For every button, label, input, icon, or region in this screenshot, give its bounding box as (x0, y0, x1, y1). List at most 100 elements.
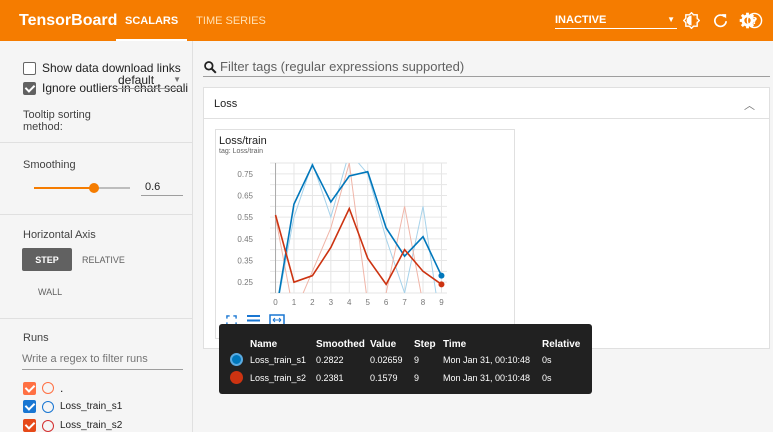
series-raw-line (279, 163, 437, 293)
x-tick-label: 4 (347, 298, 352, 307)
x-tick-label: 9 (439, 298, 444, 307)
tooltip-cell: Loss_train_s1 (250, 355, 307, 365)
chart-tag: tag: Loss/train (219, 148, 263, 155)
tag-filter-input[interactable]: Filter tags (regular expressions support… (203, 57, 770, 77)
y-tick-label: 0.25 (237, 278, 253, 287)
x-tick-label: 8 (421, 298, 426, 307)
y-tick-label: 0.55 (237, 213, 253, 222)
svg-text:?: ? (752, 16, 758, 27)
axis-relative-button[interactable]: RELATIVE (82, 255, 125, 265)
x-tick-label: 7 (402, 298, 407, 307)
chart-tooltip: Name Smoothed Value Step Time Relative L… (219, 324, 592, 394)
tooltip-cell: Mon Jan 31, 00:10:48 (443, 373, 531, 383)
brightness-icon[interactable] (683, 12, 700, 29)
tooltip-cell: 0s (542, 373, 552, 383)
tooltip-header-value: Value (370, 339, 397, 350)
y-tick-label: 0.65 (237, 192, 253, 201)
run-item[interactable]: Loss_train_s2 (23, 419, 188, 432)
ignore-outliers-checkbox[interactable]: Ignore outliers in chart scaling (23, 81, 188, 95)
tab-scalars[interactable]: SCALARS (116, 0, 188, 41)
horizontal-axis-label: Horizontal Axis (23, 229, 96, 241)
checkbox-checked-icon[interactable] (23, 81, 36, 95)
status-select-value: INACTIVE (555, 13, 607, 26)
tooltip-cell: 0.2822 (316, 355, 344, 365)
help-icon[interactable]: ? (746, 12, 763, 29)
x-tick-label: 6 (384, 298, 389, 307)
fullscreen-icon[interactable] (226, 315, 237, 326)
series-smoothed-line (278, 163, 443, 293)
smoothing-slider-handle[interactable] (89, 183, 99, 193)
x-tick-label: 2 (310, 298, 315, 307)
run-name: Loss_train_s1 (60, 401, 123, 412)
show-download-links-checkbox[interactable]: Show data download links (23, 61, 188, 75)
run-item[interactable]: Loss_train_s1 (23, 400, 188, 413)
run-checkbox-icon[interactable] (23, 400, 36, 413)
settings-icon[interactable] (739, 12, 756, 29)
tooltip-cell: 0.2381 (316, 373, 344, 383)
run-item[interactable]: . (23, 381, 188, 395)
series-hover-point (438, 272, 445, 279)
search-icon (204, 60, 217, 74)
run-color-icon[interactable] (42, 419, 54, 432)
group-title: Loss (214, 98, 238, 110)
sidebar: Show data download links Ignore outliers… (0, 41, 193, 432)
run-checkbox-icon[interactable] (23, 381, 36, 395)
tab-time-series[interactable]: TIME SERIES (196, 14, 266, 27)
x-tick-label: 3 (329, 298, 334, 307)
tooltip-cell: 0.1579 (370, 373, 398, 383)
y-tick-label: 0.45 (237, 235, 253, 244)
top-bar: TensorBoard SCALARS TIME SERIES INACTIVE… (0, 0, 773, 41)
tooltip-header-name: Name (250, 339, 278, 350)
tooltip-cell: 9 (414, 355, 420, 365)
run-color-icon[interactable] (42, 400, 54, 413)
smoothing-label: Smoothing (23, 159, 76, 171)
x-tick-label: 0 (273, 298, 278, 307)
axis-step-button[interactable]: STEP (22, 248, 72, 271)
smoothing-section: Smoothing 0.6 (0, 143, 193, 215)
x-tick-label: 5 (365, 298, 370, 307)
y-tick-label: 0.75 (237, 170, 253, 179)
run-name: . (60, 381, 64, 395)
loss-chart[interactable]: 0.25 0.35 0.45 0.55 0.65 0.75 0 1 2 3 4 5 6 7 8 9 (219, 160, 464, 310)
tooltip-header-smoothed: Smoothed (316, 339, 365, 350)
tooltip-header-time: Time (443, 339, 467, 350)
smoothing-slider-fill (34, 187, 94, 189)
series-smoothed-line (274, 206, 442, 286)
series-color-icon (230, 353, 243, 366)
run-name: Loss_train_s2 (60, 420, 123, 431)
series-hover-point (438, 281, 445, 288)
checkbox-unchecked-icon[interactable] (23, 61, 36, 75)
runs-filter-input[interactable]: Write a regex to filter runs (22, 353, 183, 370)
tooltip-sorting-select[interactable]: default ▼ (118, 71, 181, 89)
tooltip-cell: 0s (542, 355, 552, 365)
chart-title: Loss/train (219, 135, 267, 147)
tooltip-header-relative: Relative (542, 339, 581, 350)
horizontal-axis-section: Horizontal Axis STEP RELATIVE WALL (0, 215, 193, 319)
tooltip-cell: Mon Jan 31, 00:10:48 (443, 355, 531, 365)
run-checkbox-icon[interactable] (23, 419, 36, 432)
smoothing-input[interactable]: 0.6 (141, 181, 183, 196)
x-tick-label: 1 (292, 298, 297, 307)
axis-wall-button[interactable]: WALL (38, 287, 63, 297)
y-tick-label: 0.35 (237, 257, 253, 266)
tooltip-header-step: Step (414, 339, 436, 350)
series-color-icon (230, 371, 243, 384)
runs-section: Runs Write a regex to filter runs . Loss… (0, 319, 193, 432)
tooltip-cell: Loss_train_s2 (250, 373, 307, 383)
brand-title: TensorBoard (19, 11, 118, 29)
run-color-icon[interactable] (42, 382, 54, 394)
show-download-links-label: Show data download links (42, 61, 181, 75)
tooltip-cell: 0.02659 (370, 355, 403, 365)
chevron-up-icon[interactable]: ︿ (744, 100, 755, 112)
inactive-dashboard-select[interactable]: INACTIVE ▼ (555, 11, 677, 29)
tag-filter-placeholder: Filter tags (regular expressions support… (220, 59, 465, 74)
refresh-icon[interactable] (712, 12, 729, 29)
tooltip-sorting-label: Tooltip sorting method: (23, 109, 91, 133)
ignore-outliers-label: Ignore outliers in chart scaling (42, 81, 188, 95)
runs-label: Runs (23, 332, 49, 344)
tooltip-cell: 9 (414, 373, 420, 383)
loss-group-header[interactable]: Loss ︿ (204, 88, 769, 119)
dropdown-arrow-icon: ▼ (173, 75, 181, 84)
loss-group-card: Loss ︿ (203, 87, 770, 349)
dropdown-arrow-icon: ▼ (667, 15, 675, 24)
